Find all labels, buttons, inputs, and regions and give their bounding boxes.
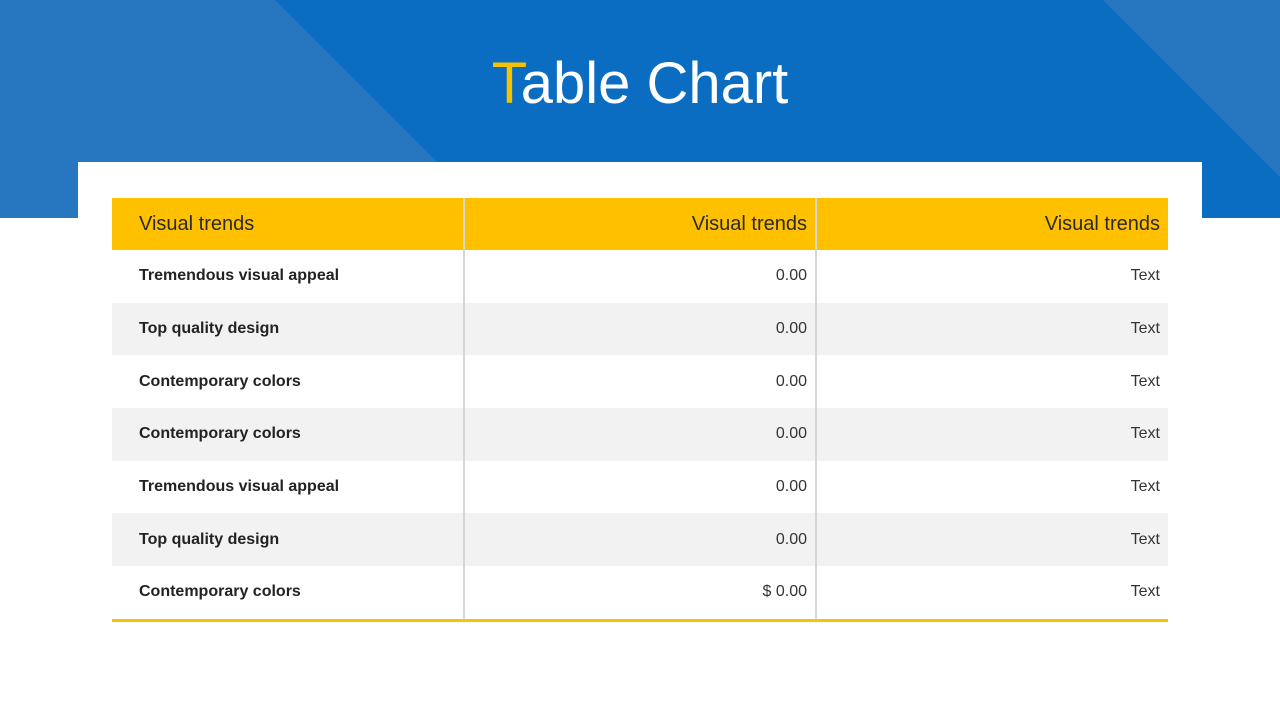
- text-cell: Text: [815, 355, 1168, 409]
- data-table: Visual trends Visual trends Visual trends …: [112, 198, 1168, 622]
- table-header-row: Visual trends Visual trends Visual trends: [112, 198, 1168, 250]
- table-row: Top quality design 0.00 Text: [112, 513, 1168, 567]
- right-light-triangle: [1103, 0, 1280, 177]
- row-label-cell: Contemporary colors: [112, 408, 464, 461]
- row-label-cell: Top quality design: [112, 302, 464, 356]
- text-cell: Text: [815, 513, 1168, 567]
- table-row: Contemporary colors 0.00 Text: [112, 355, 1168, 409]
- row-label-cell: Tremendous visual appeal: [139, 267, 340, 285]
- value-cell: 0.00: [463, 408, 816, 461]
- text-cell: Text: [815, 250, 1168, 303]
- text-cell: Text: [815, 460, 1168, 514]
- text-cell: Text: [815, 566, 1168, 622]
- table-row: Tremendous visual appeal 0.00 Text: [112, 250, 1168, 303]
- table-row: Top quality design 0.00 Text: [112, 302, 1168, 356]
- table-row: Contemporary colors 0.00 Text: [112, 408, 1168, 461]
- table-row: Tremendous visual appeal 0.00 Text: [112, 460, 1168, 514]
- text-cell: Text: [815, 408, 1168, 461]
- row-label-cell: Contemporary colors: [139, 372, 301, 390]
- value-cell: 0.00: [463, 460, 816, 514]
- column-header: Visual trends: [815, 198, 1168, 250]
- row-label-cell: Tremendous visual appeal: [139, 478, 340, 496]
- text-cell: Text: [815, 302, 1168, 356]
- row-label-cell: Contemporary colors: [112, 566, 464, 622]
- value-cell: 0.00: [463, 250, 816, 303]
- value-cell: 0.00: [463, 302, 816, 356]
- title-text: able Chart: [520, 51, 789, 116]
- value-cell: 0.00: [463, 513, 816, 567]
- table-row: Contemporary colors $ 0.00 Text: [112, 566, 1168, 622]
- row-label-cell: Top quality design: [112, 513, 464, 567]
- value-cell: 0.00: [463, 355, 816, 409]
- column-header: Visual trends: [463, 198, 816, 250]
- title-accent-letter: T: [491, 51, 521, 116]
- page-title: Table Chart: [0, 50, 1280, 117]
- value-cell: $ 0.00: [463, 566, 816, 622]
- column-header: Visual trends: [112, 198, 464, 250]
